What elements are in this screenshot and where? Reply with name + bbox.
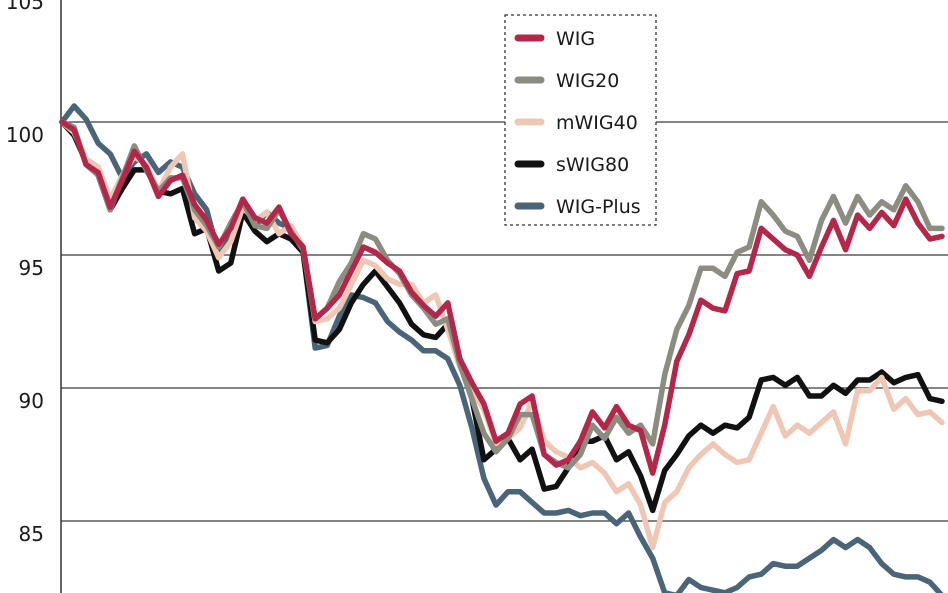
legend-label: mWIG40 <box>556 112 638 134</box>
series-line-wig <box>59 119 945 476</box>
y-tick-label: 90 <box>19 389 44 413</box>
series-line-wig-plus <box>59 103 944 593</box>
legend-label: sWIG80 <box>556 154 629 176</box>
y-tick-label: 95 <box>19 256 44 280</box>
legend-label: WIG-Plus <box>556 196 641 218</box>
grid <box>61 121 948 522</box>
legend-label: WIG20 <box>556 70 619 92</box>
y-tick-label: 85 <box>19 522 44 546</box>
series-lines <box>59 103 945 593</box>
legend: WIG WIG20 mWIG40 sWIG80 WIG-Plus <box>504 14 657 226</box>
y-tick-label: 100 <box>6 123 44 147</box>
y-tick-label: 105 <box>6 0 44 14</box>
legend-label: WIG <box>556 28 595 50</box>
series-line-wig20 <box>59 119 945 471</box>
series-line-swig80 <box>59 119 945 514</box>
y-axis: 85 90 95 100 105 <box>6 0 62 593</box>
